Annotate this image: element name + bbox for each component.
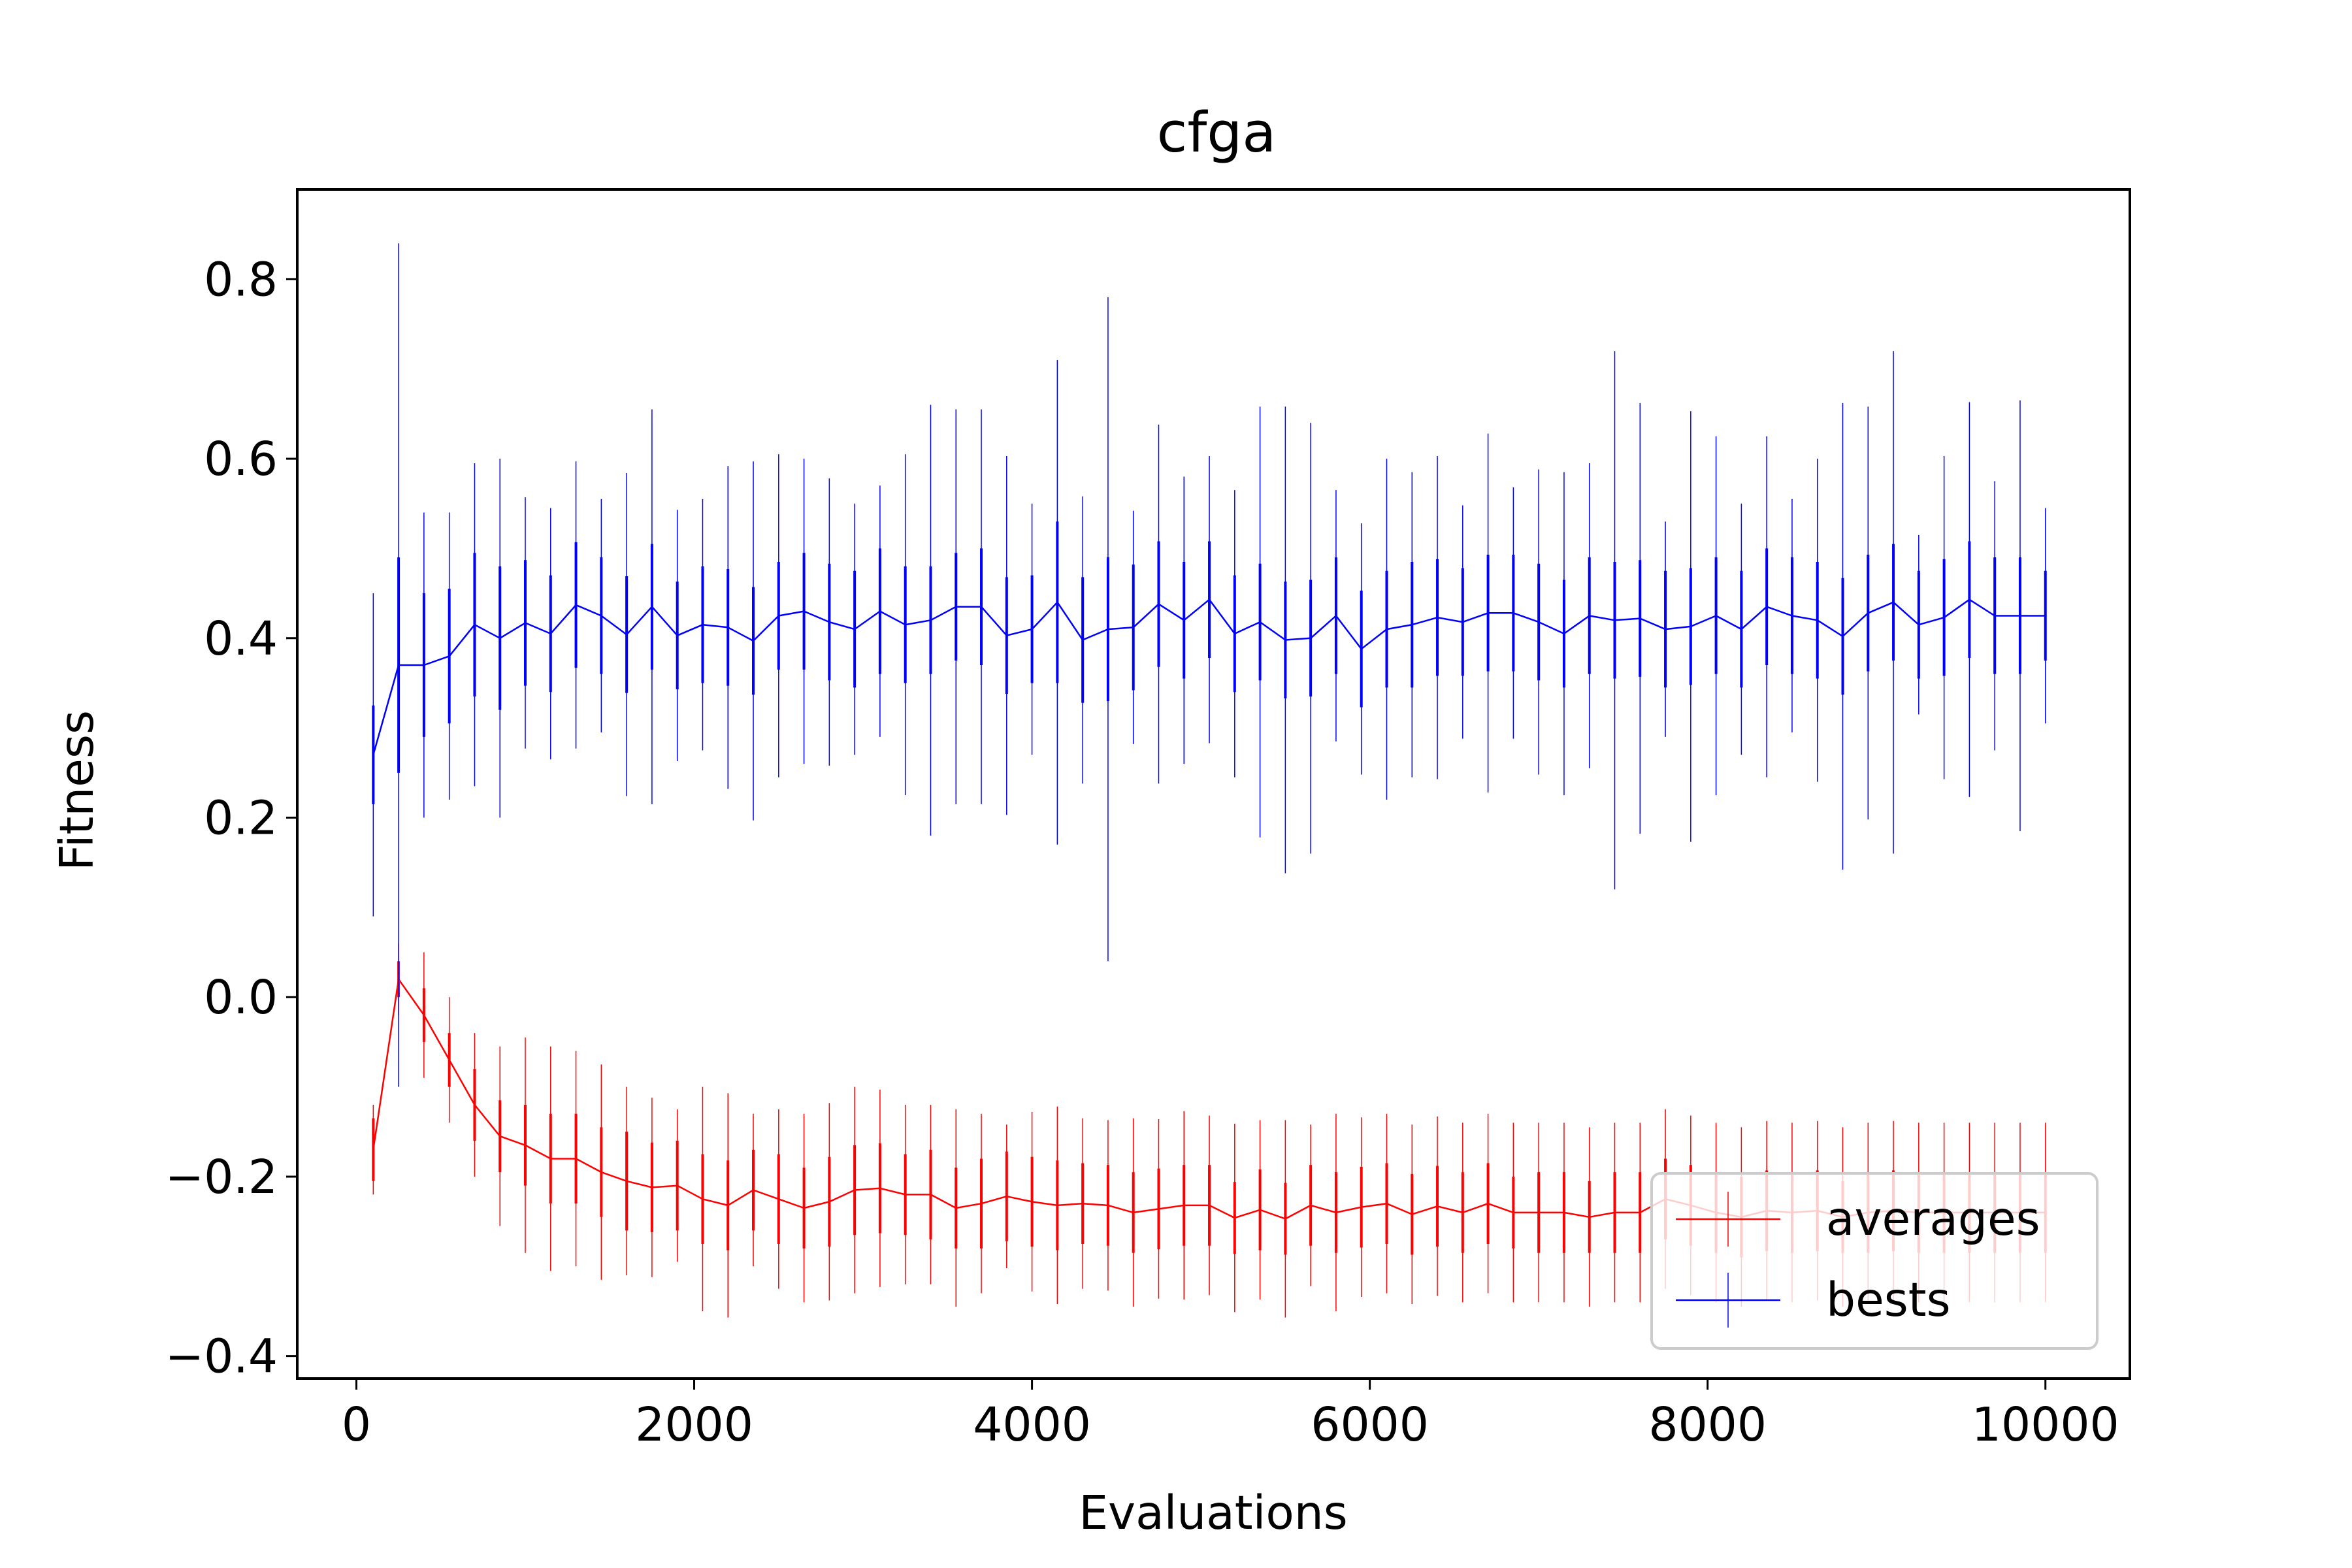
legend: averages bests <box>1650 1172 2099 1350</box>
x-axis-ticks: 0 2000 4000 6000 8000 10000 <box>342 1379 2119 1452</box>
x-tick-label: 10000 <box>1972 1397 2119 1452</box>
x-tick-label: 2000 <box>635 1397 753 1452</box>
y-tick-label: −0.4 <box>165 1330 278 1384</box>
x-tick-label: 8000 <box>1648 1397 1767 1452</box>
legend-averages-label: averages <box>1826 1192 2040 1246</box>
x-tick-label: 4000 <box>973 1397 1091 1452</box>
y-tick-label: 0.0 <box>204 970 278 1024</box>
y-tick-label: 0.6 <box>204 432 278 486</box>
y-tick-label: 0.2 <box>204 791 278 845</box>
y-tick-label: 0.8 <box>204 252 278 306</box>
y-axis-label: Fitness <box>50 710 104 871</box>
x-tick-label: 6000 <box>1311 1397 1429 1452</box>
axes-frame <box>296 188 2131 1380</box>
y-tick-label: 0.4 <box>204 612 278 666</box>
y-axis-ticks: −0.4 −0.2 0.0 0.2 0.4 0.6 0.8 <box>165 252 297 1384</box>
chart-title: cfga <box>1157 101 1277 165</box>
series-bests <box>372 243 2047 1087</box>
legend-frame <box>1650 1172 2099 1350</box>
series-line <box>372 598 2046 755</box>
legend-bests-label: bests <box>1826 1273 1951 1327</box>
x-tick-label: 0 <box>342 1397 371 1452</box>
y-tick-label: −0.2 <box>165 1150 278 1204</box>
x-axis-label: Evaluations <box>1079 1486 1348 1540</box>
